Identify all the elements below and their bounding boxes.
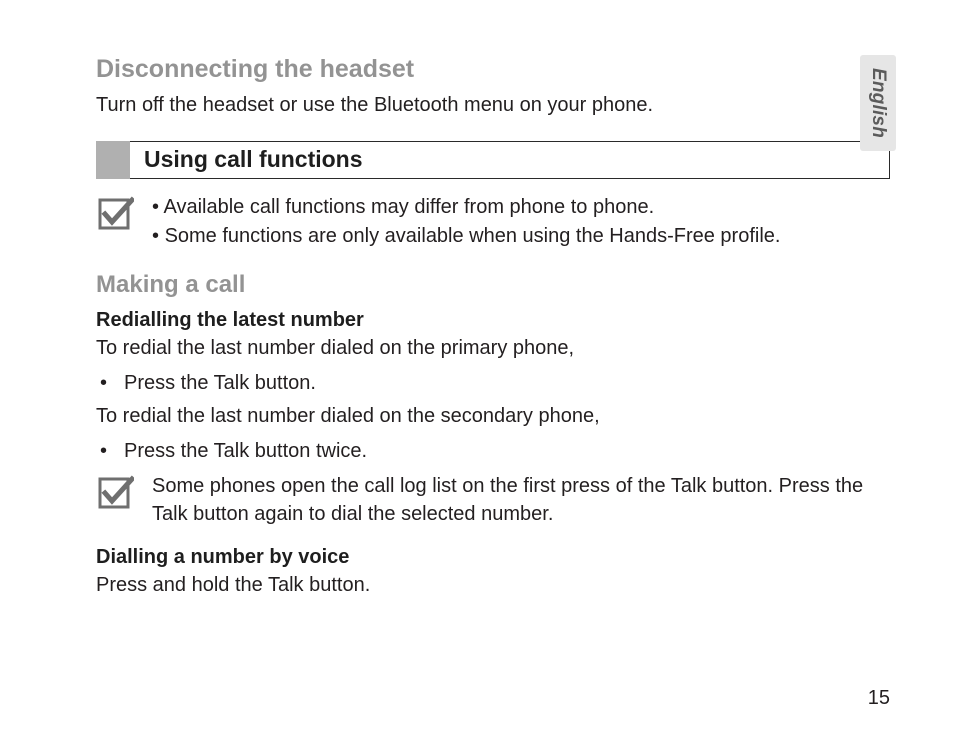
list-item: Press the Talk button. [98, 368, 890, 398]
checkmark-icon [98, 195, 134, 231]
redial-primary-list: Press the Talk button. [96, 368, 890, 398]
list-item: Press the Talk button twice. [98, 436, 890, 466]
note-block-1: Available call functions may differ from… [98, 193, 890, 251]
language-tab: English [860, 55, 896, 151]
page-number: 15 [868, 687, 890, 710]
voice-dial-body: Press and hold the Talk button. [96, 571, 890, 599]
checkmark-icon [98, 474, 134, 510]
boxed-heading-accent [96, 141, 130, 179]
language-label: English [867, 68, 889, 138]
note-list-1: Available call functions may differ from… [152, 193, 780, 251]
note-block-2: Some phones open the call log list on th… [98, 472, 890, 528]
subheading-redial: Redialling the latest number [96, 309, 890, 332]
heading-making-call: Making a call [96, 271, 890, 299]
boxed-heading-box: Using call functions [130, 141, 890, 179]
subheading-voice-dial: Dialling a number by voice [96, 546, 890, 569]
body-disconnecting: Turn off the headset or use the Bluetoot… [96, 92, 890, 119]
boxed-heading: Using call functions [96, 141, 890, 179]
manual-page: English Disconnecting the headset Turn o… [0, 0, 954, 742]
redial-primary-intro: To redial the last number dialed on the … [96, 334, 890, 362]
boxed-heading-title: Using call functions [144, 146, 875, 173]
note1-item: Available call functions may differ from… [152, 193, 780, 222]
note2-text: Some phones open the call log list on th… [152, 472, 890, 528]
heading-disconnecting: Disconnecting the headset [96, 55, 890, 84]
redial-secondary-list: Press the Talk button twice. [96, 436, 890, 466]
redial-secondary-intro: To redial the last number dialed on the … [96, 402, 890, 430]
note1-item: Some functions are only available when u… [152, 222, 780, 251]
